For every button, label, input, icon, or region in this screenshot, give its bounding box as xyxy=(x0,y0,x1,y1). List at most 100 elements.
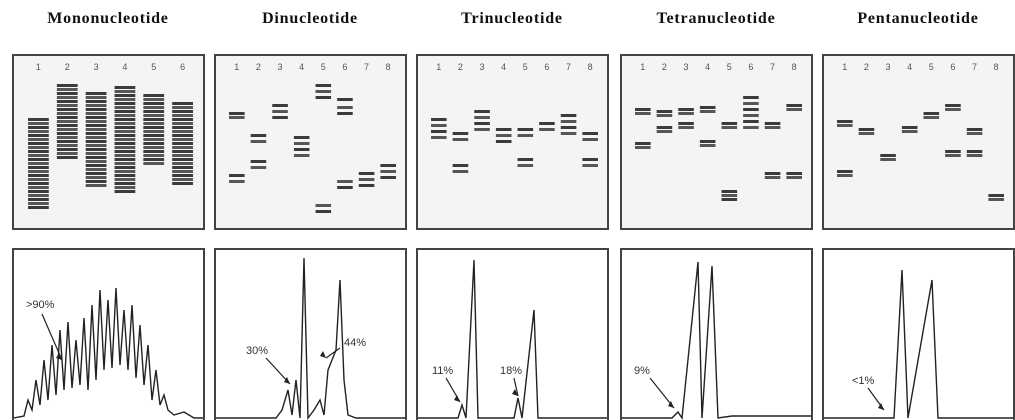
gel-band xyxy=(28,170,49,173)
stutter-percent-label: 30% xyxy=(246,345,268,357)
gel-band xyxy=(764,122,781,125)
gel-band xyxy=(28,198,49,201)
gel-band xyxy=(517,158,534,161)
gel-band xyxy=(743,102,759,105)
gel-band xyxy=(452,132,469,135)
lane-number-label: 3 xyxy=(886,62,891,72)
gel-band xyxy=(699,106,716,109)
gel-band xyxy=(56,120,78,123)
gel-band xyxy=(56,128,78,131)
gel-band xyxy=(172,134,193,137)
gel-band xyxy=(114,162,136,165)
gel-band xyxy=(858,132,875,135)
annotation-arrow xyxy=(513,377,519,397)
gel-band xyxy=(28,150,49,153)
gel-band xyxy=(656,126,673,129)
gel-band xyxy=(764,176,781,179)
arrow-head-icon xyxy=(56,353,62,360)
gel-band xyxy=(315,90,332,93)
gel-band xyxy=(114,174,136,177)
gel-band xyxy=(250,140,267,143)
gel-band xyxy=(452,170,469,173)
gel-band xyxy=(114,94,136,97)
gel-band xyxy=(28,118,49,121)
lane-number-label: 8 xyxy=(386,62,391,72)
gel-band xyxy=(229,180,245,183)
gel-band xyxy=(114,130,136,133)
trace-dinucleotide: 30% 44% xyxy=(214,248,407,420)
lane-number-label: 8 xyxy=(588,62,593,72)
gel-band xyxy=(114,182,136,185)
gel-band xyxy=(358,172,375,175)
gel-band xyxy=(143,110,165,113)
gel-band xyxy=(28,178,49,181)
gel-band xyxy=(945,108,961,111)
gel-band xyxy=(56,144,78,147)
gel-band xyxy=(431,136,447,139)
gel-band xyxy=(28,182,49,185)
lane-number-label: 7 xyxy=(364,62,369,72)
lane-number-label: 3 xyxy=(684,62,689,72)
gel-band xyxy=(837,120,853,123)
gel-band xyxy=(495,128,512,131)
gel-band xyxy=(85,100,107,103)
gel-band xyxy=(837,170,853,173)
gel-band xyxy=(539,128,555,131)
panel-title-mononucleotide: Mononucleotide xyxy=(47,10,169,27)
gel-band xyxy=(85,92,107,95)
gel-band xyxy=(56,152,78,155)
gel-band xyxy=(85,164,107,167)
gel-band xyxy=(474,110,490,113)
lane-number-label: 3 xyxy=(94,62,99,72)
gel-band xyxy=(380,176,396,179)
lane-number-label: 1 xyxy=(842,62,847,72)
gel-band xyxy=(272,110,288,113)
gel-band xyxy=(966,150,983,153)
gel-band xyxy=(172,170,193,173)
gel-band xyxy=(114,138,136,141)
gel-band xyxy=(560,120,577,123)
gel-band xyxy=(114,98,136,101)
gel-band xyxy=(858,128,875,131)
gel-band xyxy=(56,84,78,87)
trace-line xyxy=(622,261,811,420)
lane-number-label: 2 xyxy=(256,62,261,72)
gel-band xyxy=(172,178,193,181)
gel-image-dinucleotide: 1 2 3 4 5 6 7 8 xyxy=(214,54,407,230)
gel-band xyxy=(172,114,193,117)
gel-band xyxy=(143,98,165,101)
gel-band xyxy=(582,138,598,141)
gel-band xyxy=(880,158,896,161)
gel-band xyxy=(337,112,353,115)
gel-band xyxy=(635,142,651,145)
stutter-percent-label: 9% xyxy=(634,365,650,377)
gel-band xyxy=(272,116,288,119)
lane-number-label: 7 xyxy=(566,62,571,72)
gel-band xyxy=(988,194,1004,197)
gel-band xyxy=(114,158,136,161)
trace-trinucleotide: 11% 18% xyxy=(416,248,609,420)
gel-band xyxy=(172,146,193,149)
gel-band xyxy=(143,122,165,125)
gel-band xyxy=(229,116,245,119)
gel-band xyxy=(143,94,165,97)
gel-band xyxy=(85,172,107,175)
gel-band xyxy=(85,168,107,171)
gel-band xyxy=(743,114,759,117)
gel-band xyxy=(114,114,136,117)
gel-image-mononucleotide: 1 2 3 4 5 6 xyxy=(12,54,205,230)
gel-band xyxy=(85,148,107,151)
gel-band xyxy=(114,154,136,157)
trace-line xyxy=(418,259,607,419)
gel-band xyxy=(786,176,802,179)
gel-band xyxy=(28,166,49,169)
gel-band xyxy=(114,118,136,121)
gel-band xyxy=(85,124,107,127)
gel-band xyxy=(560,126,577,129)
lane-number-label: 5 xyxy=(321,62,326,72)
gel-band xyxy=(28,206,49,209)
gel-band xyxy=(901,126,918,129)
lane-number-label: 2 xyxy=(864,62,869,72)
gel-band xyxy=(272,104,288,107)
gel-band xyxy=(678,112,694,115)
